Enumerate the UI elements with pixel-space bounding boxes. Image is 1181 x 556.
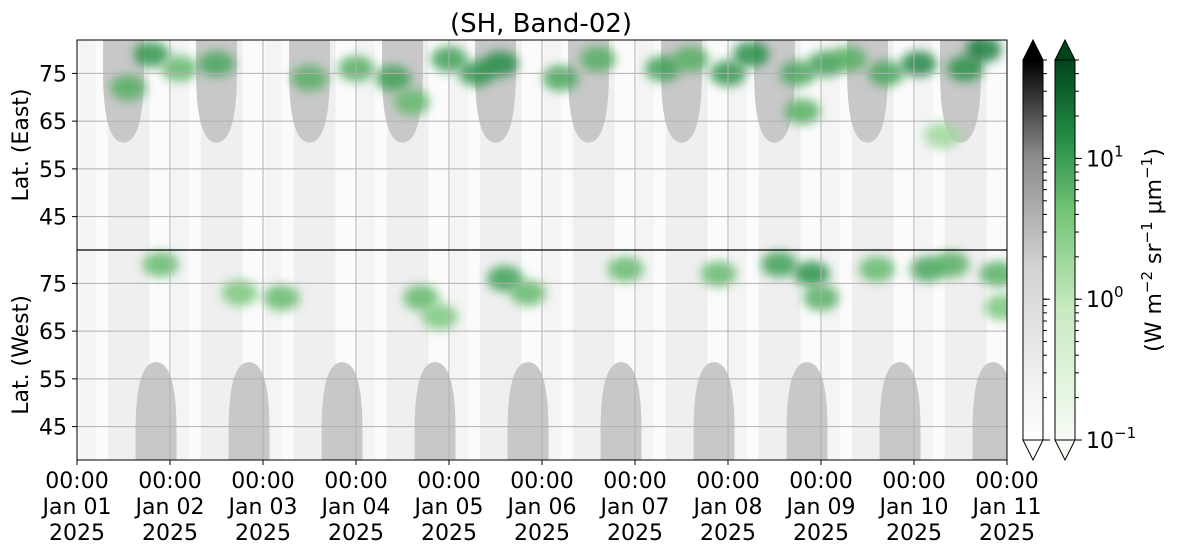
y-axis-ticks: 45 55 65 75 75 65 55 45	[39, 62, 77, 441]
x-tick-label: 00:00 Jan 04 2025	[320, 469, 391, 546]
colorbar-green	[1054, 38, 1076, 462]
emission-blob	[933, 251, 970, 278]
x-tick-label: 00:00 Jan 02 2025	[134, 469, 205, 546]
emission-blob	[784, 98, 821, 125]
emission-blob	[965, 40, 1002, 63]
colorbar-gray	[1022, 38, 1044, 462]
emission-blob	[375, 65, 412, 92]
emission-blob	[579, 46, 616, 73]
mask-east	[289, 40, 330, 143]
chart-title: (SH, Band-02)	[450, 9, 632, 39]
y-tick-label-east: 55	[39, 158, 67, 183]
emission-blob	[542, 65, 579, 92]
colorbar-gray-extend-min	[1022, 439, 1044, 462]
colorbar-green-extend-min	[1054, 439, 1076, 462]
emission-blob	[421, 303, 458, 330]
y-tick-label-west: 65	[39, 320, 67, 345]
y-tick-label-west: 75	[39, 272, 67, 297]
emission-blob	[733, 41, 770, 68]
x-tick-label: 00:00 Jan 08 2025	[692, 469, 763, 546]
mask-west	[507, 362, 549, 460]
emission-blob	[644, 55, 681, 82]
emission-blob	[482, 50, 519, 77]
x-tick-label: 00:00 Jan 01 2025	[41, 469, 112, 546]
x-axis-ticks: 00:00 Jan 01 2025 00:00 Jan 02 2025 00:00 Jan 0…	[41, 460, 1042, 546]
colorbar-tick-label: 101	[1086, 142, 1124, 172]
x-tick-label: 00:00 Jan 07 2025	[599, 469, 670, 546]
colorbar-gray-body	[1022, 59, 1044, 441]
x-tick-label: 00:00 Jan 09 2025	[785, 469, 856, 546]
mask-west	[879, 362, 921, 460]
emission-blob	[984, 294, 1007, 321]
emission-blob	[142, 251, 179, 278]
emission-blob	[133, 41, 170, 68]
colorbar-label: (W m−2 sr−1 μm−1)	[1138, 148, 1167, 352]
mask-west	[414, 362, 456, 460]
y-axis-label-east: Lat. (East)	[9, 89, 34, 202]
mask-west	[228, 362, 270, 460]
y-tick-label-east: 45	[39, 206, 67, 231]
colorbar-gray-extend-max	[1022, 38, 1044, 61]
y-tick-label-west: 55	[39, 368, 67, 393]
emission-blob	[110, 74, 147, 101]
mask-west	[786, 362, 828, 460]
y-tick-label-east: 65	[39, 110, 67, 135]
y-tick-label-east: 75	[39, 62, 67, 87]
y-tick-label-west: 45	[39, 416, 67, 441]
mask-west	[972, 362, 1007, 460]
mask-west	[600, 362, 642, 460]
mask-west	[135, 362, 177, 460]
emission-blob	[161, 55, 198, 82]
emission-blob	[830, 46, 867, 73]
colorbar-green-extend-max	[1054, 38, 1076, 61]
emission-blob	[947, 55, 984, 82]
emission-blob	[979, 260, 1007, 287]
emission-blob	[858, 256, 895, 283]
emission-blob	[900, 50, 937, 77]
emission-blob	[221, 279, 258, 306]
emission-blob	[403, 284, 440, 311]
colorbar-ticks: 101 100 10−1	[1043, 59, 1136, 454]
mask-west	[321, 362, 363, 460]
colorbar-tick-label: 10−1	[1086, 424, 1136, 454]
colorbar-green-body	[1054, 59, 1076, 441]
emission-blob	[393, 89, 430, 116]
x-tick-label: 00:00 Jan 11 2025	[971, 469, 1042, 546]
mask-west	[693, 362, 735, 460]
emission-blob	[761, 251, 798, 278]
x-tick-label: 00:00 Jan 03 2025	[227, 469, 298, 546]
plot-area	[77, 40, 1007, 460]
colorbar-tick-label: 100	[1086, 283, 1124, 313]
emission-blob	[672, 46, 709, 73]
x-tick-label: 00:00 Jan 10 2025	[878, 469, 949, 546]
emission-blob	[923, 122, 960, 149]
emission-blob	[263, 284, 300, 311]
emission-blob	[510, 279, 547, 306]
emission-blob	[198, 50, 235, 77]
x-tick-label: 00:00 Jan 05 2025	[413, 469, 484, 546]
emission-blob	[607, 256, 644, 283]
y-axis-label-west: Lat. (West)	[9, 295, 34, 415]
emission-blob	[291, 65, 328, 92]
x-tick-label: 00:00 Jan 06 2025	[506, 469, 577, 546]
